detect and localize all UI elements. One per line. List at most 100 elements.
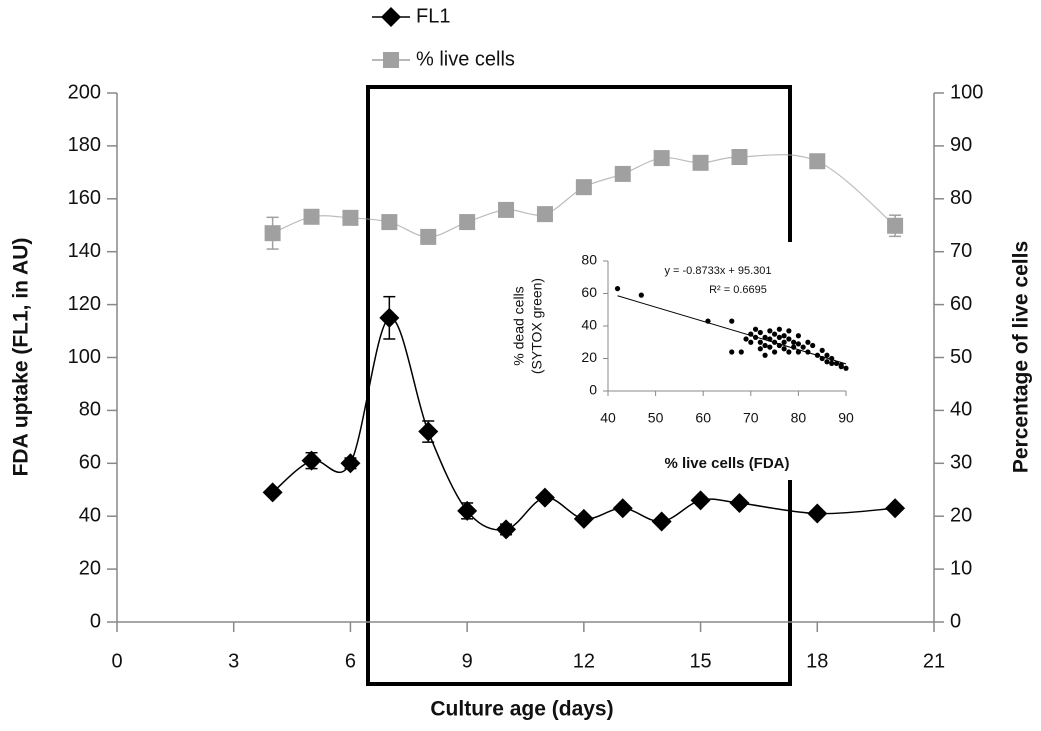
data-point [762, 342, 768, 349]
x-tick-label: 60 [695, 410, 711, 426]
data-point [791, 339, 797, 345]
data-point [575, 179, 592, 196]
data-point [829, 360, 835, 366]
data-point [824, 359, 830, 365]
data-point [795, 341, 802, 347]
data-point [757, 346, 763, 352]
legend-label: FL1 [416, 5, 450, 27]
inset-y-axis-title: (SYTOX green) [529, 278, 545, 374]
x-tick-label: 18 [806, 650, 828, 672]
data-point [379, 307, 400, 328]
data-point [420, 228, 437, 245]
data-point [786, 349, 792, 355]
legend-marker [383, 52, 399, 68]
x-tick-label: 70 [743, 410, 759, 426]
data-point [752, 326, 759, 332]
y2-tick-label: 30 [950, 452, 972, 474]
data-point [833, 360, 840, 366]
y2-tick-label: 50 [950, 346, 972, 368]
data-point [809, 153, 826, 170]
y-tick-label: 160 [68, 187, 101, 209]
data-point [781, 346, 787, 352]
y2-tick-label: 60 [950, 293, 972, 315]
x-tick-label: 50 [648, 410, 664, 426]
y-tick-label: 0 [90, 610, 101, 632]
y-axis-title: FDA uptake (FL1, in AU) [10, 238, 33, 477]
data-point [781, 333, 787, 339]
data-point [262, 482, 283, 503]
y-tick-label: 60 [581, 284, 597, 300]
series-line [272, 154, 896, 238]
y-tick-label: 60 [79, 452, 101, 474]
data-point [767, 344, 773, 350]
x-tick-label: 0 [111, 650, 122, 672]
data-point [738, 349, 744, 355]
data-point [729, 318, 735, 324]
data-point [614, 286, 621, 292]
y-tick-label: 120 [68, 293, 101, 315]
data-point [762, 334, 768, 340]
data-point [805, 339, 811, 345]
data-point [887, 217, 904, 234]
y-tick-label: 200 [68, 81, 101, 103]
y-tick-label: 40 [79, 504, 101, 526]
y-tick-label: 80 [79, 399, 101, 421]
x-tick-label: 40 [600, 410, 616, 426]
data-point [810, 342, 816, 349]
data-point [340, 453, 361, 474]
trendline [617, 295, 847, 365]
x-tick-label: 21 [923, 650, 945, 672]
data-point [342, 209, 359, 226]
x-tick-label: 15 [689, 650, 711, 672]
y-tick-label: 80 [581, 252, 597, 268]
y2-axis-title: Percentage of live cells [1010, 241, 1033, 473]
data-point [498, 201, 515, 218]
data-point [653, 150, 670, 167]
data-point [418, 421, 439, 442]
series-line [272, 317, 896, 531]
data-point [536, 206, 553, 223]
x-tick-label: 3 [228, 650, 239, 672]
y2-tick-label: 0 [950, 610, 961, 632]
data-point [757, 329, 763, 336]
data-point [762, 352, 768, 358]
y2-tick-label: 40 [950, 399, 972, 421]
data-point [800, 344, 806, 350]
y-tick-label: 180 [68, 134, 101, 156]
data-point [264, 225, 281, 242]
inset-x-axis-title: % live cells (FDA) [664, 455, 789, 472]
data-point [772, 331, 778, 337]
data-point [824, 352, 830, 358]
data-point [303, 208, 320, 225]
data-point [457, 500, 478, 521]
data-point [843, 365, 849, 371]
data-point [757, 339, 763, 345]
y2-tick-label: 10 [950, 557, 972, 579]
x-tick-label: 90 [838, 410, 854, 426]
legend-label: % live cells [416, 48, 515, 70]
data-point [772, 349, 778, 355]
data-point [690, 490, 711, 511]
data-point [301, 450, 322, 471]
data-point [743, 336, 749, 342]
data-point [885, 498, 906, 519]
data-point [776, 326, 782, 332]
data-point [795, 349, 802, 355]
y-tick-label: 40 [581, 317, 597, 333]
y-tick-label: 0 [589, 382, 597, 398]
data-point [748, 339, 754, 345]
data-point [819, 347, 825, 353]
y2-tick-label: 90 [950, 134, 972, 156]
x-tick-label: 12 [573, 650, 595, 672]
data-point [786, 336, 792, 342]
data-point [692, 154, 709, 171]
data-point [767, 328, 773, 334]
data-point [729, 349, 735, 355]
data-point [573, 508, 594, 529]
x-tick-label: 6 [345, 650, 356, 672]
trendline-equation: y = -0.8733x + 95.301 [664, 265, 771, 277]
data-point [651, 511, 672, 532]
data-point [786, 328, 792, 334]
data-point [731, 149, 748, 166]
